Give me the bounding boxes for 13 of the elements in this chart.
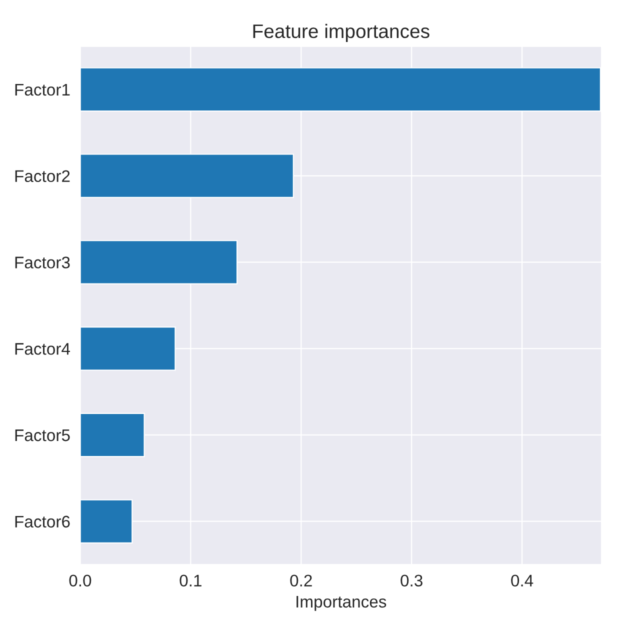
y-tick-label: Factor5 — [15, 430, 70, 442]
y-tick-label: Factor1 — [15, 84, 70, 96]
x-axis-title: Importances — [296, 596, 386, 611]
y-tick-label: Factor3 — [15, 256, 70, 268]
y-tick-label: Factor2 — [15, 170, 70, 182]
y-tick-label: Factor4 — [15, 343, 70, 355]
x-tick-label: 0.3 — [400, 574, 422, 587]
chart-title: Feature importances — [253, 24, 430, 42]
x-tick-label: 0.2 — [290, 574, 312, 587]
x-tick-label: 0.0 — [69, 574, 92, 587]
x-tick-label: 0.1 — [180, 574, 202, 587]
y-tick-label: Factor6 — [15, 516, 70, 528]
x-tick-label: 0.4 — [511, 574, 534, 587]
